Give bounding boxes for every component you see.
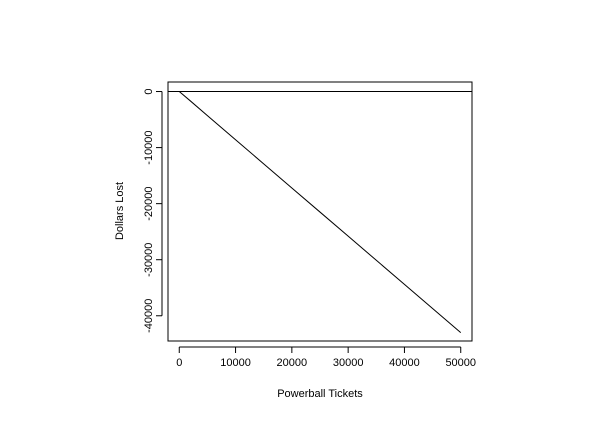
x-tick-label: 40000 [389,357,420,369]
x-tick-label: 0 [176,357,182,369]
x-tick-label: 10000 [220,357,251,369]
series-line [178,91,462,333]
x-axis-title: Powerball Tickets [277,388,363,400]
x-tick-label: 30000 [333,357,364,369]
x-axis: 0 10000 20000 30000 40000 50000 [176,346,476,369]
y-axis-title: Dollars Lost [114,182,126,240]
y-tick-label: -30000 [143,243,155,277]
x-tick-label: 50000 [445,357,476,369]
y-tick-label: -10000 [143,130,155,164]
y-tick-label: -20000 [143,187,155,221]
x-tick-label: 20000 [277,357,308,369]
plot-frame [167,81,473,342]
y-tick-label: -40000 [143,299,155,333]
y-tick-label: 0 [143,88,155,94]
y-axis: 0 -10000 -20000 -30000 -40000 [143,88,163,333]
